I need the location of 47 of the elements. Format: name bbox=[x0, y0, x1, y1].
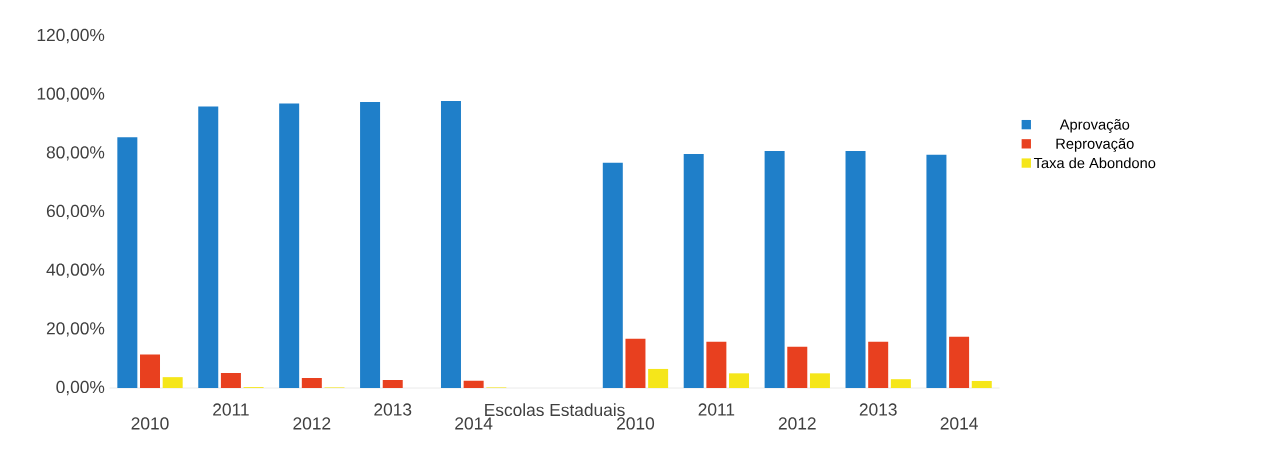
bar bbox=[625, 338, 646, 388]
y-tick-label: 40,00% bbox=[46, 263, 105, 278]
bar bbox=[602, 162, 623, 388]
bar bbox=[868, 341, 889, 388]
bar bbox=[648, 368, 669, 388]
bar bbox=[162, 377, 183, 388]
bar bbox=[117, 137, 138, 388]
x-tick-label: 2011 bbox=[698, 403, 735, 416]
x-tick-label: Escolas Estaduais bbox=[485, 403, 625, 417]
legend-label: Reprovação bbox=[1056, 138, 1134, 152]
bar bbox=[890, 379, 911, 388]
x-tick-label: 2013 bbox=[859, 403, 897, 416]
x-tick-label: 2012 bbox=[778, 417, 816, 430]
y-tick-label: 0,00% bbox=[56, 380, 105, 396]
bar bbox=[301, 378, 322, 388]
bar bbox=[949, 336, 970, 388]
bar bbox=[198, 106, 219, 388]
x-tick-label: 2011 bbox=[213, 403, 249, 416]
legend-label: Aprovação bbox=[1059, 119, 1130, 133]
bar bbox=[382, 380, 403, 388]
x-tick-label: 2010 bbox=[131, 417, 169, 430]
bar bbox=[220, 373, 241, 388]
y-tick-label: 120,00% bbox=[37, 28, 105, 44]
bar bbox=[845, 150, 866, 388]
bar bbox=[360, 102, 381, 388]
bar bbox=[463, 380, 484, 388]
bar bbox=[926, 154, 947, 388]
x-tick-label: 2014 bbox=[455, 417, 493, 430]
y-tick-label: 20,00% bbox=[46, 322, 105, 337]
y-tick-label: 100,00% bbox=[37, 87, 105, 102]
x-tick-label: 2014 bbox=[940, 417, 978, 430]
x-tick-label: 2012 bbox=[293, 417, 331, 430]
bar bbox=[764, 150, 785, 388]
x-tick-label: 2013 bbox=[374, 403, 412, 416]
bar bbox=[140, 354, 161, 388]
bar bbox=[279, 103, 300, 388]
x-tick-label: 2010 bbox=[617, 417, 655, 430]
legend-label: Taxa de Abondono bbox=[1033, 157, 1156, 169]
bar bbox=[729, 373, 750, 388]
bar bbox=[440, 101, 461, 388]
bar bbox=[706, 341, 727, 388]
bar bbox=[809, 373, 830, 388]
bar bbox=[787, 346, 808, 388]
y-tick-label: 80,00% bbox=[46, 146, 105, 161]
bar bbox=[971, 380, 992, 388]
y-tick-label: 60,00% bbox=[46, 204, 105, 220]
bar bbox=[683, 153, 704, 388]
